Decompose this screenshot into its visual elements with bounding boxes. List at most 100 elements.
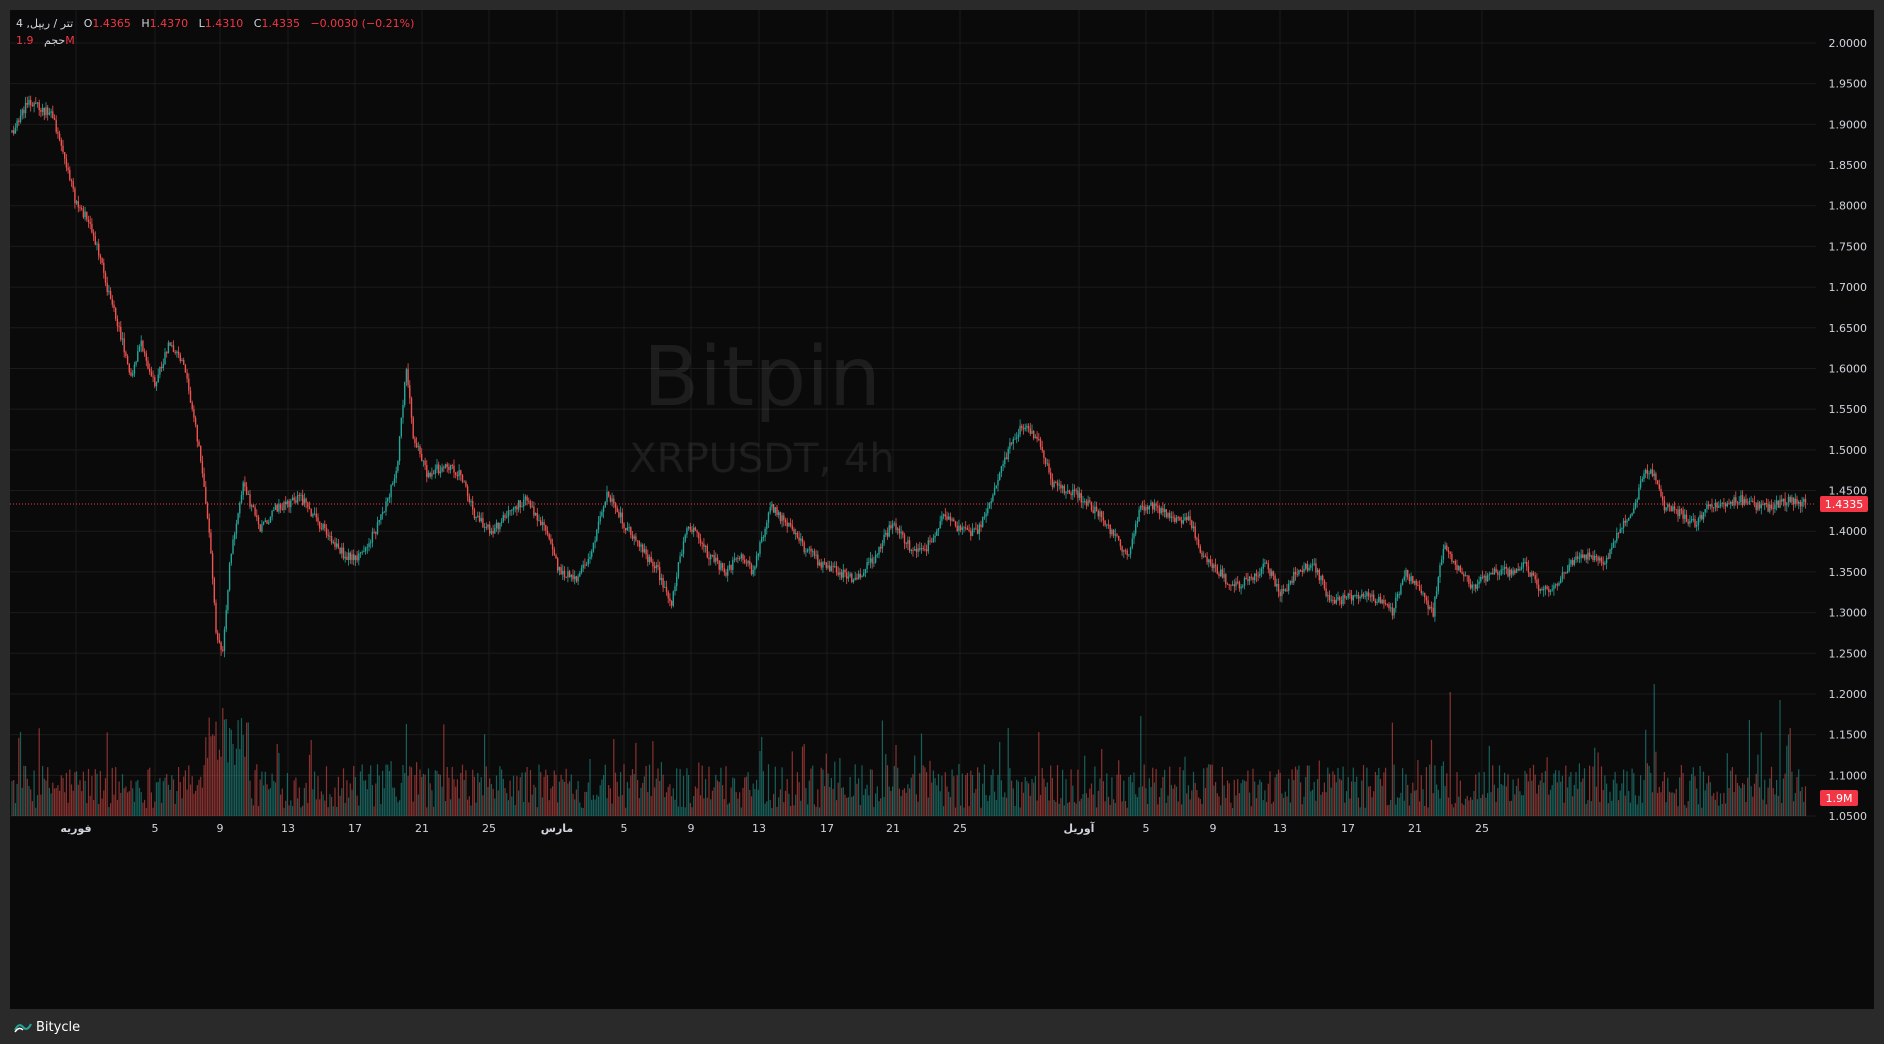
candle-body — [864, 568, 867, 574]
candle-body — [766, 522, 768, 529]
volume-bar — [650, 795, 652, 816]
candle-body — [74, 188, 76, 204]
volume-bar — [1640, 775, 1642, 816]
volume-bar — [1573, 784, 1575, 816]
volume-bar — [1565, 765, 1567, 816]
candle-body — [359, 552, 362, 554]
candle-body — [883, 534, 885, 544]
volume-bar — [1750, 786, 1752, 816]
candle-body — [426, 465, 428, 477]
candle-body — [708, 557, 710, 560]
change-value: −0.0030 (−0.21%) — [310, 17, 415, 30]
candle-body — [694, 527, 697, 531]
candle-body — [1616, 532, 1618, 542]
volume-bar — [1454, 802, 1456, 816]
candle-body — [268, 522, 270, 524]
candle-body — [82, 209, 85, 218]
volume-bar — [971, 775, 974, 816]
candle-body — [295, 500, 297, 503]
volume-bar — [297, 798, 299, 816]
volume-bar — [567, 783, 569, 816]
volume-bar — [174, 803, 176, 816]
volume-bar — [1490, 792, 1492, 816]
volume-bar — [1063, 805, 1065, 816]
volume-bar — [1300, 782, 1302, 816]
candle-body — [383, 511, 385, 513]
volume-bar — [705, 779, 707, 816]
price-chart[interactable]: 2.00001.95001.90001.85001.80001.75001.70… — [10, 10, 1874, 1009]
volume-bar — [222, 708, 224, 816]
candle-body — [220, 642, 222, 650]
candle-body — [738, 558, 741, 559]
volume-bar — [416, 762, 418, 816]
candle-body — [903, 534, 906, 544]
candle-body — [1670, 506, 1672, 512]
volume-bar — [36, 795, 39, 816]
volume-bar — [1096, 807, 1098, 816]
volume-bar — [349, 783, 351, 816]
candle-body — [1760, 504, 1762, 509]
x-tick-label: 21 — [886, 822, 900, 835]
candle-body — [1531, 572, 1533, 577]
candle-body — [713, 554, 715, 562]
volume-bar — [492, 788, 494, 816]
volume-bar — [1177, 801, 1179, 816]
candle-body — [1199, 546, 1201, 553]
candle-body — [1497, 571, 1499, 575]
candle-body — [31, 105, 34, 107]
volume-bar — [1366, 767, 1368, 816]
volume-bar — [1500, 783, 1502, 816]
candle-body — [1211, 563, 1213, 569]
candle-body — [1425, 597, 1428, 601]
volume-bar — [693, 796, 695, 816]
candle-body — [1696, 525, 1698, 527]
candle-body — [1435, 591, 1438, 597]
volume-bar — [963, 807, 965, 816]
volume-bar — [1005, 797, 1008, 816]
candle-body — [1752, 500, 1754, 502]
candle-body — [317, 517, 319, 522]
candle-body — [130, 372, 132, 376]
volume-bar — [533, 784, 535, 816]
candle-body — [468, 496, 470, 503]
candle-body — [526, 496, 528, 501]
volume-bar — [820, 767, 822, 816]
volume-bar — [1599, 802, 1601, 816]
volume-bar — [1269, 771, 1271, 816]
candle-body — [948, 516, 950, 520]
candle-body — [1638, 487, 1640, 500]
volume-bar — [1655, 751, 1657, 816]
volume-bar — [1121, 801, 1123, 816]
candle-body — [619, 512, 622, 518]
volume-bar — [1519, 791, 1521, 816]
candle-body — [1481, 577, 1484, 578]
volume-bar — [844, 794, 846, 816]
volume-bar — [672, 788, 674, 816]
volume-bar — [1408, 805, 1410, 816]
volume-bar — [195, 790, 197, 816]
volume-bar — [897, 767, 899, 816]
candle-body — [801, 538, 804, 543]
bitycle-logo-icon — [14, 1023, 32, 1033]
candle-body — [735, 558, 737, 560]
volume-bar — [152, 807, 154, 816]
x-tick-label: 9 — [1210, 822, 1217, 835]
candle-body — [1184, 517, 1186, 521]
candle-body — [609, 496, 612, 502]
candle-body — [1245, 577, 1247, 580]
volume-bar — [1757, 754, 1759, 816]
volume-bar — [1238, 793, 1240, 816]
volume-bar — [1330, 787, 1332, 816]
volume-bar — [982, 783, 984, 816]
volume-bar — [448, 777, 450, 816]
candle-body — [633, 536, 635, 539]
volume-bar — [735, 792, 737, 816]
candle-body — [959, 525, 962, 530]
candle-body — [1141, 505, 1144, 507]
candle-body — [740, 554, 742, 559]
candle-body — [976, 529, 979, 534]
volume-bar — [584, 791, 586, 816]
footer-brand[interactable]: Bitycle — [10, 1020, 80, 1035]
volume-bar — [1240, 783, 1242, 816]
candle-body — [1753, 501, 1756, 503]
